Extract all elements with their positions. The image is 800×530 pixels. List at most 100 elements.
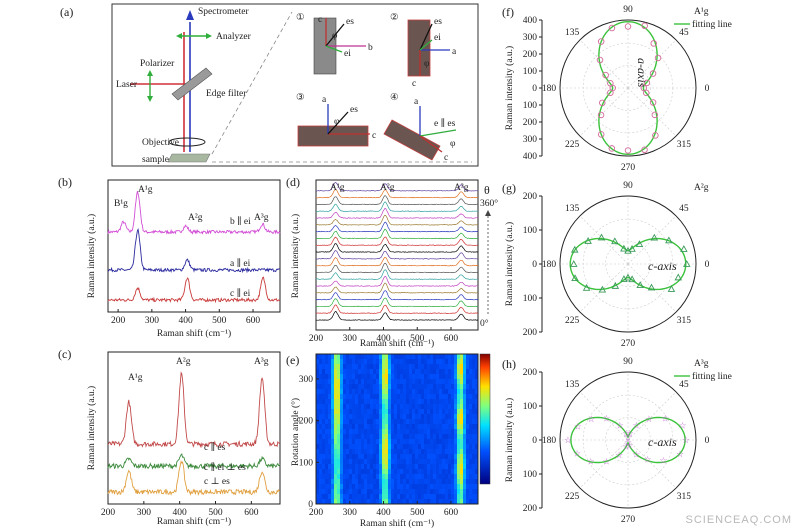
heatmap-cell xyxy=(367,474,371,480)
heatmap-cell xyxy=(403,439,407,445)
heatmap-cell xyxy=(349,459,353,465)
heatmap-cell xyxy=(406,429,410,435)
heatmap-cell xyxy=(358,489,362,495)
heatmap-cell xyxy=(328,454,332,460)
heatmap-cell xyxy=(424,409,428,415)
heatmap-cell xyxy=(382,474,386,480)
data-point: ☆ xyxy=(679,420,687,430)
heatmap-cell xyxy=(337,424,341,430)
heatmap-cell xyxy=(403,419,407,425)
polar-outer-ring xyxy=(559,195,697,333)
heatmap-cell xyxy=(331,489,335,495)
heatmap-cell xyxy=(424,419,428,425)
data-point xyxy=(570,245,579,253)
heatmap-cell xyxy=(340,399,344,405)
heatmap-cell xyxy=(457,379,461,385)
heatmap-cell xyxy=(421,419,425,425)
heatmap-cell xyxy=(439,479,443,485)
heatmap-cell xyxy=(334,429,338,435)
heatmap-cell xyxy=(325,474,329,480)
polar-angle-label: 315 xyxy=(677,492,692,502)
data-point xyxy=(582,283,591,291)
heatmap-cell xyxy=(466,374,470,380)
heatmap-cell xyxy=(382,409,386,415)
heatmap-cell xyxy=(340,369,344,375)
heatmap-cell xyxy=(460,414,464,420)
heatmap-cell xyxy=(460,399,464,405)
data-point xyxy=(650,40,657,47)
x-tick-label: 300 xyxy=(145,316,160,326)
heatmap-cell xyxy=(385,359,389,365)
polar-grid-spoke xyxy=(579,391,629,441)
heatmap-cell xyxy=(355,374,359,380)
heatmap-cell xyxy=(316,489,320,495)
heatmap-cell xyxy=(388,434,392,440)
heatmap-cell xyxy=(340,359,344,365)
heatmap-cell xyxy=(454,444,458,450)
heatmap-cell xyxy=(364,354,368,360)
heatmap-cell xyxy=(430,364,434,370)
heatmap-cell xyxy=(316,474,320,480)
heatmap-cell xyxy=(340,379,344,385)
heatmap-cell xyxy=(376,459,380,465)
heatmap-cell xyxy=(457,404,461,410)
heatmap-cell xyxy=(424,399,428,405)
heatmap-cell xyxy=(442,404,446,410)
data-point xyxy=(608,24,616,32)
heatmap-cell xyxy=(460,409,464,415)
heatmap-cell xyxy=(454,389,458,395)
heatmap-cell xyxy=(397,484,401,490)
heatmap-cell xyxy=(316,494,320,500)
heatmap-cell xyxy=(460,444,464,450)
heatmap-cell xyxy=(340,459,344,465)
heatmap-cell xyxy=(376,494,380,500)
heatmap-cell xyxy=(415,444,419,450)
heatmap-cell xyxy=(385,374,389,380)
heatmap-cell xyxy=(337,369,341,375)
heatmap-cell xyxy=(436,394,440,400)
series-line xyxy=(315,221,479,233)
heatmap-cell xyxy=(448,499,452,505)
heatmap-cell xyxy=(358,479,362,485)
heatmap-cell xyxy=(373,489,377,495)
heatmap-cell xyxy=(361,354,365,360)
heatmap-cell xyxy=(331,379,335,385)
heatmap-cell xyxy=(466,384,470,390)
heatmap-cell xyxy=(406,414,410,420)
polar-grid-spoke xyxy=(579,87,629,137)
heatmap-cell xyxy=(367,464,371,470)
heatmap-cell xyxy=(319,429,323,435)
heatmap-cell xyxy=(364,434,368,440)
heatmap-cell xyxy=(454,494,458,500)
x-tick-label: 200 xyxy=(309,508,324,518)
heatmap-cell xyxy=(466,404,470,410)
heatmap-cell xyxy=(349,419,353,425)
panel-c: (c) Raman intensity (a.u.) 200 300 400 500 6… xyxy=(58,347,281,526)
heatmap-cell xyxy=(427,434,431,440)
heatmap-cell xyxy=(418,399,422,405)
heatmap-cell xyxy=(325,419,329,425)
heatmap-cell xyxy=(367,459,371,465)
heatmap-cell xyxy=(412,484,416,490)
heatmap-cell xyxy=(364,439,368,445)
heatmap-cell xyxy=(430,419,434,425)
heatmap-cell xyxy=(439,409,443,415)
heatmap-cell xyxy=(364,414,368,420)
heatmap-cell xyxy=(379,404,383,410)
heatmap-cell xyxy=(409,389,413,395)
heatmap-cell xyxy=(352,399,356,405)
heatmap-cell xyxy=(415,379,419,385)
heatmap-cell xyxy=(352,409,356,415)
heatmap-cell xyxy=(337,454,341,460)
heatmap-cell xyxy=(454,409,458,415)
heatmap-cell xyxy=(367,374,371,380)
panel-label-a: (a) xyxy=(60,5,73,19)
heatmap-cell xyxy=(376,384,380,390)
heatmap-cell xyxy=(388,454,392,460)
heatmap-cell xyxy=(391,419,395,425)
heatmap-cell xyxy=(376,389,380,395)
heatmap-cell xyxy=(346,469,350,475)
heatmap-cell xyxy=(319,389,323,395)
heatmap-cell xyxy=(457,494,461,500)
heatmap-cell xyxy=(370,464,374,470)
